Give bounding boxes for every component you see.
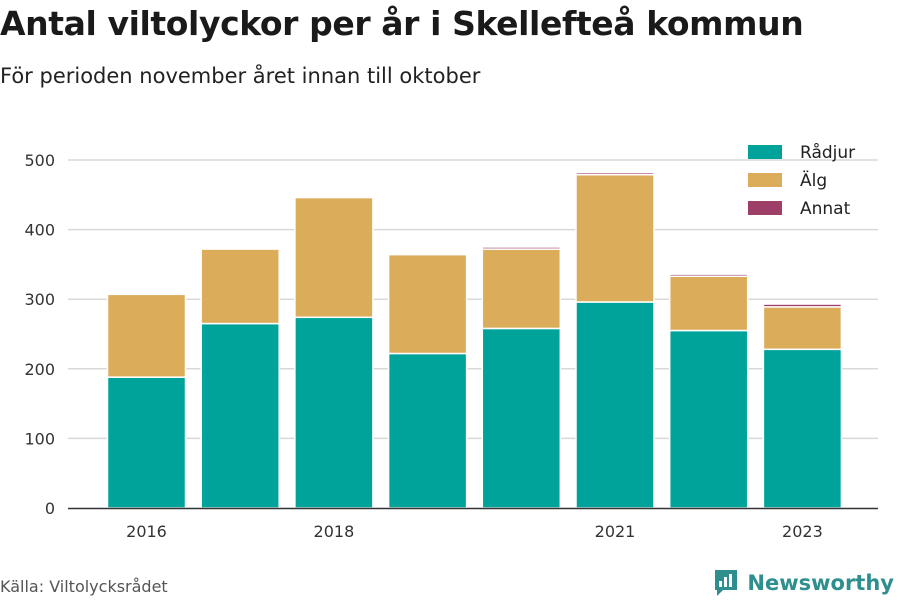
legend-swatch-radjur	[748, 145, 782, 159]
bar-annat-2020	[481, 246, 562, 250]
y-tick-label-500: 500	[24, 151, 55, 170]
y-tick-label-0: 0	[45, 499, 55, 518]
y-axis: 0 100 200 300 400 500	[24, 151, 55, 518]
bar-alg-2016	[106, 293, 187, 378]
bar-radjur-2019	[387, 352, 468, 509]
y-tick-label-200: 200	[24, 360, 55, 379]
bar-annat-2022	[668, 273, 749, 277]
legend-swatch-alg	[748, 173, 782, 187]
bar-radjur-2016	[106, 376, 187, 509]
bar-alg-2023	[762, 306, 843, 351]
y-tick-label-300: 300	[24, 290, 55, 309]
bar-radjur-2022	[668, 329, 749, 509]
bar-alg-2022	[668, 275, 749, 332]
legend-label-alg: Älg	[800, 170, 827, 191]
y-tick-label-100: 100	[24, 429, 55, 448]
chart-subtitle: För perioden november året innan till ok…	[0, 64, 481, 88]
bar-alg-2021	[575, 173, 655, 303]
bar-annat-2023	[762, 303, 843, 308]
bar-radjur-2023	[762, 348, 843, 509]
legend-label-annat: Annat	[800, 199, 851, 219]
chart-title: Antal viltolyckor per år i Skellefteå ko…	[0, 4, 804, 43]
brand-name: Newsworthy	[747, 571, 894, 595]
bar-radjur-2018	[294, 316, 374, 509]
legend-swatch-annat	[748, 201, 782, 215]
bar-radjur-2020	[481, 327, 562, 509]
x-tick-label-2021: 2021	[595, 522, 636, 541]
bars	[106, 171, 843, 509]
bar-alg-2020	[481, 248, 562, 330]
legend: Rådjur Älg Annat	[748, 142, 855, 219]
bar-alg-2018	[294, 196, 374, 319]
newsworthy-logo-icon	[715, 570, 738, 596]
brand-logo[interactable]: Newsworthy	[713, 568, 894, 598]
bar-radjur-2021	[575, 301, 655, 509]
x-tick-label-2018: 2018	[314, 522, 355, 541]
bar-annat-2021	[575, 171, 655, 176]
bar-alg-2017	[200, 248, 280, 325]
y-tick-label-400: 400	[24, 221, 55, 240]
bar-radjur-2017	[200, 322, 280, 509]
source-note: Källa: Viltolycksrådet	[0, 577, 168, 596]
legend-label-radjur: Rådjur	[800, 142, 855, 163]
bar-alg-2019	[387, 253, 468, 355]
x-tick-label-2023: 2023	[782, 522, 823, 541]
x-tick-label-2016: 2016	[126, 522, 167, 541]
x-axis: 2016 2018 2021 2023	[68, 507, 878, 541]
